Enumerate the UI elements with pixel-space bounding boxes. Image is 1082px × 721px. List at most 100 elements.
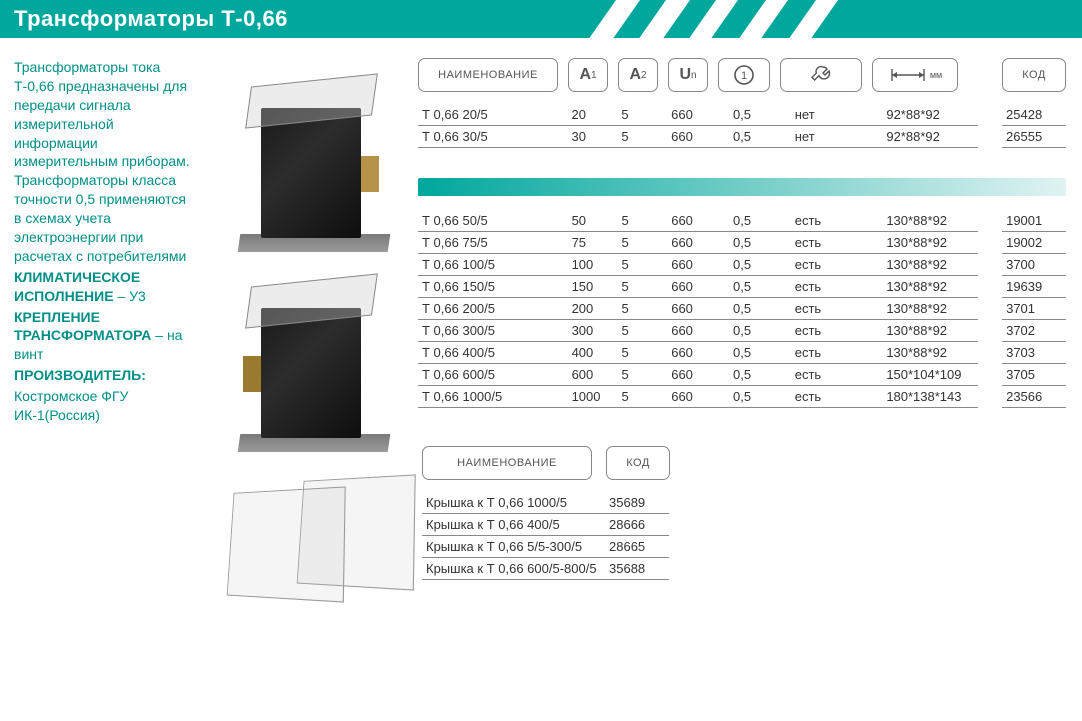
- cell-a1: 600: [568, 364, 618, 386]
- cell-cover-code: 35689: [605, 492, 669, 514]
- cell-a1: 30: [568, 126, 618, 148]
- table-row: Крышка к Т 0,66 400/528666: [422, 514, 669, 536]
- cell-class: 0,5: [729, 298, 791, 320]
- table-row: Т 0,66 150/515056600,5есть130*88*9219639: [418, 276, 1066, 298]
- cell-class: 0,5: [729, 342, 791, 364]
- table-row: Т 0,66 200/520056600,5есть130*88*923701: [418, 298, 1066, 320]
- cell-dim: 130*88*92: [882, 342, 978, 364]
- spec-tables: НАИМЕНОВАНИЕ A1 A2 Un 1 мм КО: [414, 52, 1082, 628]
- transformer-image-2: [219, 258, 399, 448]
- header-tool-icon: [780, 58, 862, 92]
- cell-name: Т 0,66 20/5: [418, 104, 568, 126]
- cell-tool: есть: [791, 364, 883, 386]
- covers-header-code: КОД: [606, 446, 670, 480]
- cell-class: 0,5: [729, 364, 791, 386]
- cell-un: 660: [667, 342, 729, 364]
- covers-table: Крышка к Т 0,66 1000/535689Крышка к Т 0,…: [422, 492, 669, 580]
- cell-class: 0,5: [729, 126, 791, 148]
- cell-a1: 150: [568, 276, 618, 298]
- cell-dim: 130*88*92: [882, 232, 978, 254]
- cell-code: 19639: [1002, 276, 1066, 298]
- cell-name: Т 0,66 200/5: [418, 298, 568, 320]
- header-un: Un: [668, 58, 708, 92]
- cell-a2: 5: [617, 320, 667, 342]
- cell-name: Т 0,66 150/5: [418, 276, 568, 298]
- table-row: Т 0,66 600/560056600,5есть150*104*109370…: [418, 364, 1066, 386]
- header-decoration: [582, 0, 902, 38]
- cell-code: 26555: [1002, 126, 1066, 148]
- cell-code: 3700: [1002, 254, 1066, 276]
- cell-a2: 5: [617, 254, 667, 276]
- table-row: Т 0,66 1000/5100056600,5есть180*138*1432…: [418, 386, 1066, 408]
- cell-a1: 400: [568, 342, 618, 364]
- cell-a2: 5: [617, 364, 667, 386]
- table-row: Т 0,66 75/57556600,5есть130*88*9219002: [418, 232, 1066, 254]
- cell-code: 19001: [1002, 210, 1066, 232]
- cell-a2: 5: [617, 232, 667, 254]
- cell-name: Т 0,66 400/5: [418, 342, 568, 364]
- spec-table-1: Т 0,66 20/52056600,5нет92*88*9225428Т 0,…: [418, 104, 1066, 148]
- cell-cover-code: 28665: [605, 536, 669, 558]
- table-row: Т 0,66 300/530056600,5есть130*88*923702: [418, 320, 1066, 342]
- cell-tool: есть: [791, 320, 883, 342]
- cell-a2: 5: [617, 298, 667, 320]
- table-row: Т 0,66 30/53056600,5нет92*88*92 26555: [418, 126, 1066, 148]
- cell-code: 3701: [1002, 298, 1066, 320]
- page-title: Трансформаторы Т-0,66: [14, 6, 288, 32]
- cell-a2: 5: [617, 276, 667, 298]
- cell-code: 3705: [1002, 364, 1066, 386]
- cell-cover-name: Крышка к Т 0,66 600/5-800/5: [422, 558, 605, 580]
- cell-a1: 1000: [568, 386, 618, 408]
- covers-header-name: НАИМЕНОВАНИЕ: [422, 446, 592, 480]
- cell-tool: есть: [791, 210, 883, 232]
- cell-tool: есть: [791, 276, 883, 298]
- table-row: Т 0,66 50/55056600,5есть130*88*9219001: [418, 210, 1066, 232]
- mount-label: КРЕПЛЕНИЕ ТРАНСФОРМАТОРА: [14, 309, 151, 344]
- cell-name: Т 0,66 100/5: [418, 254, 568, 276]
- cell-a1: 100: [568, 254, 618, 276]
- cell-un: 660: [667, 276, 729, 298]
- cover-image: [204, 458, 414, 628]
- cell-name: Т 0,66 30/5: [418, 126, 568, 148]
- cell-a2: 5: [617, 126, 667, 148]
- column-headers: НАИМЕНОВАНИЕ A1 A2 Un 1 мм КО: [418, 58, 1066, 92]
- cell-dim: 92*88*92: [882, 126, 978, 148]
- cell-un: 660: [667, 104, 729, 126]
- cell-cover-name: Крышка к Т 0,66 5/5-300/5: [422, 536, 605, 558]
- header-a2: A2: [618, 58, 658, 92]
- cell-dim: 130*88*92: [882, 254, 978, 276]
- cell-name: Т 0,66 300/5: [418, 320, 568, 342]
- cell-class: 0,5: [729, 320, 791, 342]
- cell-a2: 5: [617, 342, 667, 364]
- cell-tool: нет: [791, 126, 883, 148]
- cell-a2: 5: [617, 104, 667, 126]
- cell-name: Т 0,66 600/5: [418, 364, 568, 386]
- svg-text:1: 1: [741, 70, 747, 82]
- cell-a1: 75: [568, 232, 618, 254]
- cell-tool: есть: [791, 386, 883, 408]
- cell-dim: 130*88*92: [882, 320, 978, 342]
- cell-un: 660: [667, 126, 729, 148]
- cell-un: 660: [667, 386, 729, 408]
- cell-class: 0,5: [729, 104, 791, 126]
- cell-class: 0,5: [729, 210, 791, 232]
- circle-1-icon: 1: [732, 63, 756, 87]
- cell-un: 660: [667, 320, 729, 342]
- cell-un: 660: [667, 298, 729, 320]
- cell-un: 660: [667, 254, 729, 276]
- table-row: Крышка к Т 0,66 600/5-800/535688: [422, 558, 669, 580]
- cell-dim: 180*138*143: [882, 386, 978, 408]
- climate-value: – У3: [114, 288, 146, 304]
- cell-un: 660: [667, 364, 729, 386]
- cell-tool: есть: [791, 342, 883, 364]
- header-dimension-icon: мм: [872, 58, 958, 92]
- cell-name: Т 0,66 50/5: [418, 210, 568, 232]
- cell-a1: 200: [568, 298, 618, 320]
- header-class-icon: 1: [718, 58, 770, 92]
- cell-code: 23566: [1002, 386, 1066, 408]
- cell-tool: нет: [791, 104, 883, 126]
- table-row: Крышка к Т 0,66 5/5-300/528665: [422, 536, 669, 558]
- cell-tool: есть: [791, 298, 883, 320]
- cell-a1: 50: [568, 210, 618, 232]
- cell-class: 0,5: [729, 232, 791, 254]
